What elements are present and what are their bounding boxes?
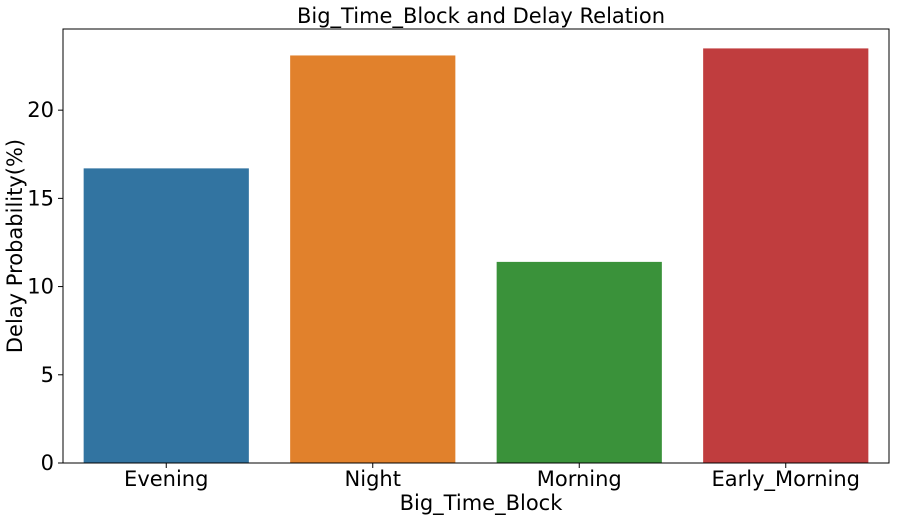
bar-night <box>290 55 456 464</box>
plot-frame <box>62 28 890 464</box>
x-tick-label: Evening <box>124 467 208 491</box>
y-tick-label: 10 <box>27 275 54 299</box>
x-tick-label: Early_Morning <box>711 467 860 492</box>
x-tick-label: Morning <box>537 467 622 491</box>
bar-morning <box>496 261 662 463</box>
x-axis-ticks: Evening Night Morning Early_Morning <box>124 463 860 492</box>
chart-title: Big_Time_Block and Delay Relation <box>297 4 665 29</box>
y-tick-label: 0 <box>41 451 54 475</box>
y-axis-label: Delay Probability(%) <box>3 139 27 353</box>
y-tick-label: 5 <box>41 363 54 387</box>
bar-early-morning <box>703 48 869 463</box>
x-axis-label: Big_Time_Block <box>400 491 564 516</box>
y-tick-label: 15 <box>27 186 54 210</box>
y-tick-label: 20 <box>27 98 54 122</box>
x-tick-label: Night <box>345 467 401 491</box>
y-axis-ticks: 0 5 10 15 20 <box>27 98 63 475</box>
bars-group <box>83 48 869 464</box>
bar-evening <box>83 168 249 463</box>
